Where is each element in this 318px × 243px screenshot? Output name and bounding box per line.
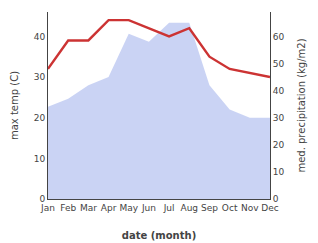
svg-text:40: 40: [34, 32, 46, 42]
svg-text:med. precipitation (kg/m2): med. precipitation (kg/m2): [296, 38, 307, 172]
svg-text:30: 30: [34, 72, 46, 82]
svg-text:Jan: Jan: [40, 203, 55, 213]
svg-text:May: May: [119, 203, 138, 213]
svg-text:Feb: Feb: [60, 203, 76, 213]
svg-text:max temp (C): max temp (C): [9, 71, 20, 140]
svg-text:10: 10: [34, 154, 46, 164]
svg-text:Nov: Nov: [241, 203, 259, 213]
svg-text:10: 10: [273, 167, 285, 177]
svg-text:0: 0: [273, 194, 279, 204]
svg-text:50: 50: [273, 59, 285, 69]
svg-text:Jul: Jul: [163, 203, 175, 213]
svg-text:Apr: Apr: [101, 203, 117, 213]
svg-text:Dec: Dec: [261, 203, 278, 213]
svg-text:date (month): date (month): [122, 230, 196, 241]
svg-text:60: 60: [273, 32, 285, 42]
svg-text:Aug: Aug: [180, 203, 198, 213]
svg-text:20: 20: [34, 113, 46, 123]
svg-text:40: 40: [273, 86, 285, 96]
svg-text:Jun: Jun: [141, 203, 156, 213]
svg-text:20: 20: [273, 140, 285, 150]
svg-text:Oct: Oct: [222, 203, 238, 213]
svg-text:0: 0: [39, 194, 45, 204]
svg-text:Sep: Sep: [201, 203, 218, 213]
svg-text:30: 30: [273, 113, 285, 123]
svg-text:Mar: Mar: [80, 203, 97, 213]
